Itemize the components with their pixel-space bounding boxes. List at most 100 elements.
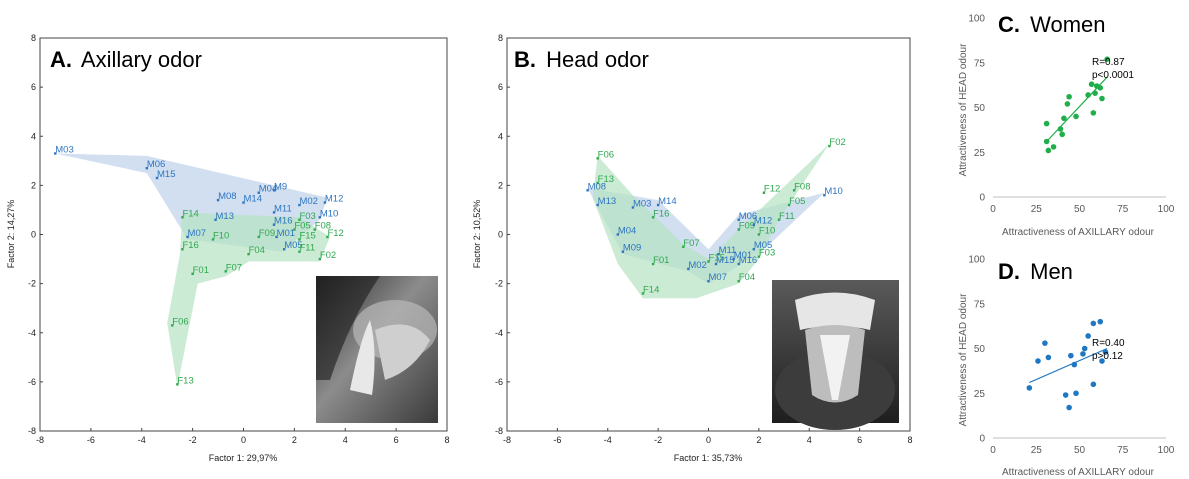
- point-f12: [762, 191, 766, 194]
- x-tick-label: -6: [553, 435, 561, 445]
- x-tick-label: 8: [907, 435, 912, 445]
- point-label-m08: M08: [218, 191, 236, 202]
- x-tick-label: 100: [1158, 204, 1175, 215]
- point-label-f01: F01: [193, 265, 209, 276]
- panel-c-ylabel: Attractiveness of HEAD odour: [958, 43, 969, 177]
- point-m02: [687, 267, 690, 271]
- x-tick-label: -6: [87, 435, 95, 445]
- point-label-m05: M05: [284, 240, 302, 251]
- point-m14: [656, 203, 660, 207]
- panel-d-ylabel: Attractiveness of HEAD odour: [958, 293, 969, 427]
- point-m11: [717, 252, 720, 256]
- point-f01: [191, 272, 194, 275]
- x-tick-label: 100: [1158, 445, 1175, 456]
- point-m04: [616, 233, 620, 236]
- data-point-5: [1057, 126, 1064, 132]
- point-f13: [596, 181, 599, 185]
- data-point-2: [1035, 358, 1041, 364]
- point-label-m16: M16: [739, 255, 757, 266]
- point-label-m11: M11: [719, 245, 737, 256]
- data-point-2: [1045, 147, 1052, 154]
- data-point-14: [1092, 90, 1098, 96]
- point-label-f08: F08: [794, 181, 810, 192]
- point-m01: [275, 235, 278, 239]
- data-point-16: [1102, 349, 1109, 355]
- point-m07: [707, 279, 710, 283]
- y-tick-label: 25: [974, 148, 986, 159]
- x-tick-label: 25: [1031, 445, 1043, 456]
- point-f07: [224, 270, 227, 273]
- y-tick-label: 4: [498, 131, 503, 141]
- panel-d-title-text: Men: [1030, 259, 1073, 284]
- y-tick-label: 25: [974, 389, 986, 400]
- point-m12: [752, 223, 756, 226]
- data-point-12: [1085, 333, 1091, 339]
- point-label-m07: M07: [709, 272, 727, 283]
- point-label-f07: F07: [683, 238, 699, 249]
- point-label-m12: M12: [754, 216, 772, 227]
- data-point-16: [1097, 85, 1104, 91]
- point-m01: [732, 257, 735, 261]
- point-m06: [737, 218, 740, 221]
- point-label-m03: M03: [633, 198, 651, 209]
- point-label-m15: M15: [157, 169, 175, 180]
- x-tick-label: 75: [1117, 204, 1129, 215]
- y-tick-label: 100: [968, 255, 985, 266]
- data-point-8: [1064, 101, 1071, 107]
- point-label-m01: M01: [734, 250, 752, 261]
- point-label-m10: M10: [824, 186, 842, 197]
- point-label-m16: M16: [274, 216, 292, 227]
- data-point-6: [1059, 131, 1065, 138]
- point-label-m02: M02: [299, 196, 317, 207]
- point-m10: [823, 194, 826, 197]
- data-point-11: [1085, 92, 1091, 98]
- y-tick-label: 4: [31, 131, 36, 141]
- data-point-4: [1045, 354, 1052, 361]
- point-label-f09: F09: [739, 221, 755, 232]
- point-f03: [298, 218, 301, 221]
- point-label-f02: F02: [320, 250, 336, 261]
- female-hull: [592, 143, 830, 299]
- point-label-f06: F06: [598, 149, 614, 160]
- point-m11: [272, 211, 276, 214]
- panel-c-title-text: Women: [1030, 12, 1105, 37]
- panel-b-xlabel: Factor 1: 35,73%: [674, 453, 743, 463]
- point-m05: [752, 248, 756, 251]
- point-f11: [777, 218, 781, 221]
- point-f01: [651, 262, 655, 266]
- point-label-m10: M10: [320, 208, 338, 219]
- point-label-m04: M04: [618, 226, 636, 237]
- y-tick-label: -2: [28, 279, 36, 289]
- point-f03: [757, 255, 761, 258]
- y-tick-label: 0: [979, 193, 985, 204]
- head-pad-photo: [772, 280, 899, 430]
- point-f08: [792, 189, 796, 192]
- x-tick-label: -8: [503, 435, 511, 445]
- y-tick-label: -2: [495, 279, 503, 289]
- point-label-m14: M14: [658, 196, 676, 207]
- point-m15: [155, 176, 159, 180]
- point-f14: [181, 216, 184, 219]
- point-m9: [272, 189, 276, 192]
- point-f11: [298, 250, 301, 253]
- point-m09: [621, 250, 625, 253]
- point-f16: [181, 248, 184, 251]
- point-label-f04: F04: [739, 272, 755, 283]
- point-m07: [186, 235, 189, 239]
- point-label-f13: F13: [598, 174, 614, 185]
- point-f06: [596, 157, 599, 160]
- data-point-15: [1097, 318, 1104, 325]
- point-f15: [707, 260, 710, 263]
- data-point-17: [1099, 358, 1105, 364]
- point-label-m06: M06: [147, 159, 165, 170]
- point-f10: [757, 233, 761, 236]
- x-tick-label: 6: [857, 435, 862, 445]
- data-point-10: [1073, 113, 1079, 120]
- data-point-11: [1081, 345, 1088, 352]
- point-f16: [651, 216, 655, 219]
- x-tick-label: 4: [343, 435, 348, 445]
- point-label-m09: M09: [623, 243, 641, 254]
- data-point-6: [1066, 404, 1072, 411]
- point-label-f04: F04: [249, 245, 265, 256]
